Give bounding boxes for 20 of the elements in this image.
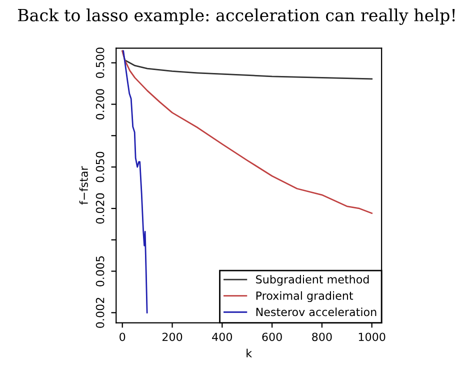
- chart-title: Back to lasso example: acceleration can really help!: [18, 8, 455, 25]
- x-tick-label: 600: [262, 332, 282, 342]
- y-tick-label: 0.005: [96, 256, 104, 286]
- x-axis-title: k: [246, 348, 252, 358]
- x-tick-label: 200: [162, 332, 182, 342]
- x-tick-label: 800: [312, 332, 332, 342]
- x-tick-label: 1000: [358, 332, 386, 342]
- y-axis-title: f−fstar: [79, 166, 88, 205]
- y-tick-label: 0.020: [96, 193, 104, 224]
- y-tick-label: 0.200: [96, 89, 104, 120]
- legend-label: Nesterov acceleration: [256, 308, 376, 316]
- x-tick-label: 0: [120, 332, 126, 342]
- legend-label: Proximal gradient: [256, 291, 354, 302]
- line-series: [122, 50, 373, 214]
- x-tick-label: 400: [212, 332, 232, 342]
- y-tick-label: 0.002: [96, 298, 104, 328]
- y-tick-label: 0.050: [96, 152, 104, 182]
- legend-label: Subgradient method: [256, 274, 369, 286]
- line-series: [122, 50, 148, 314]
- y-tick-label: 0.500: [96, 48, 104, 78]
